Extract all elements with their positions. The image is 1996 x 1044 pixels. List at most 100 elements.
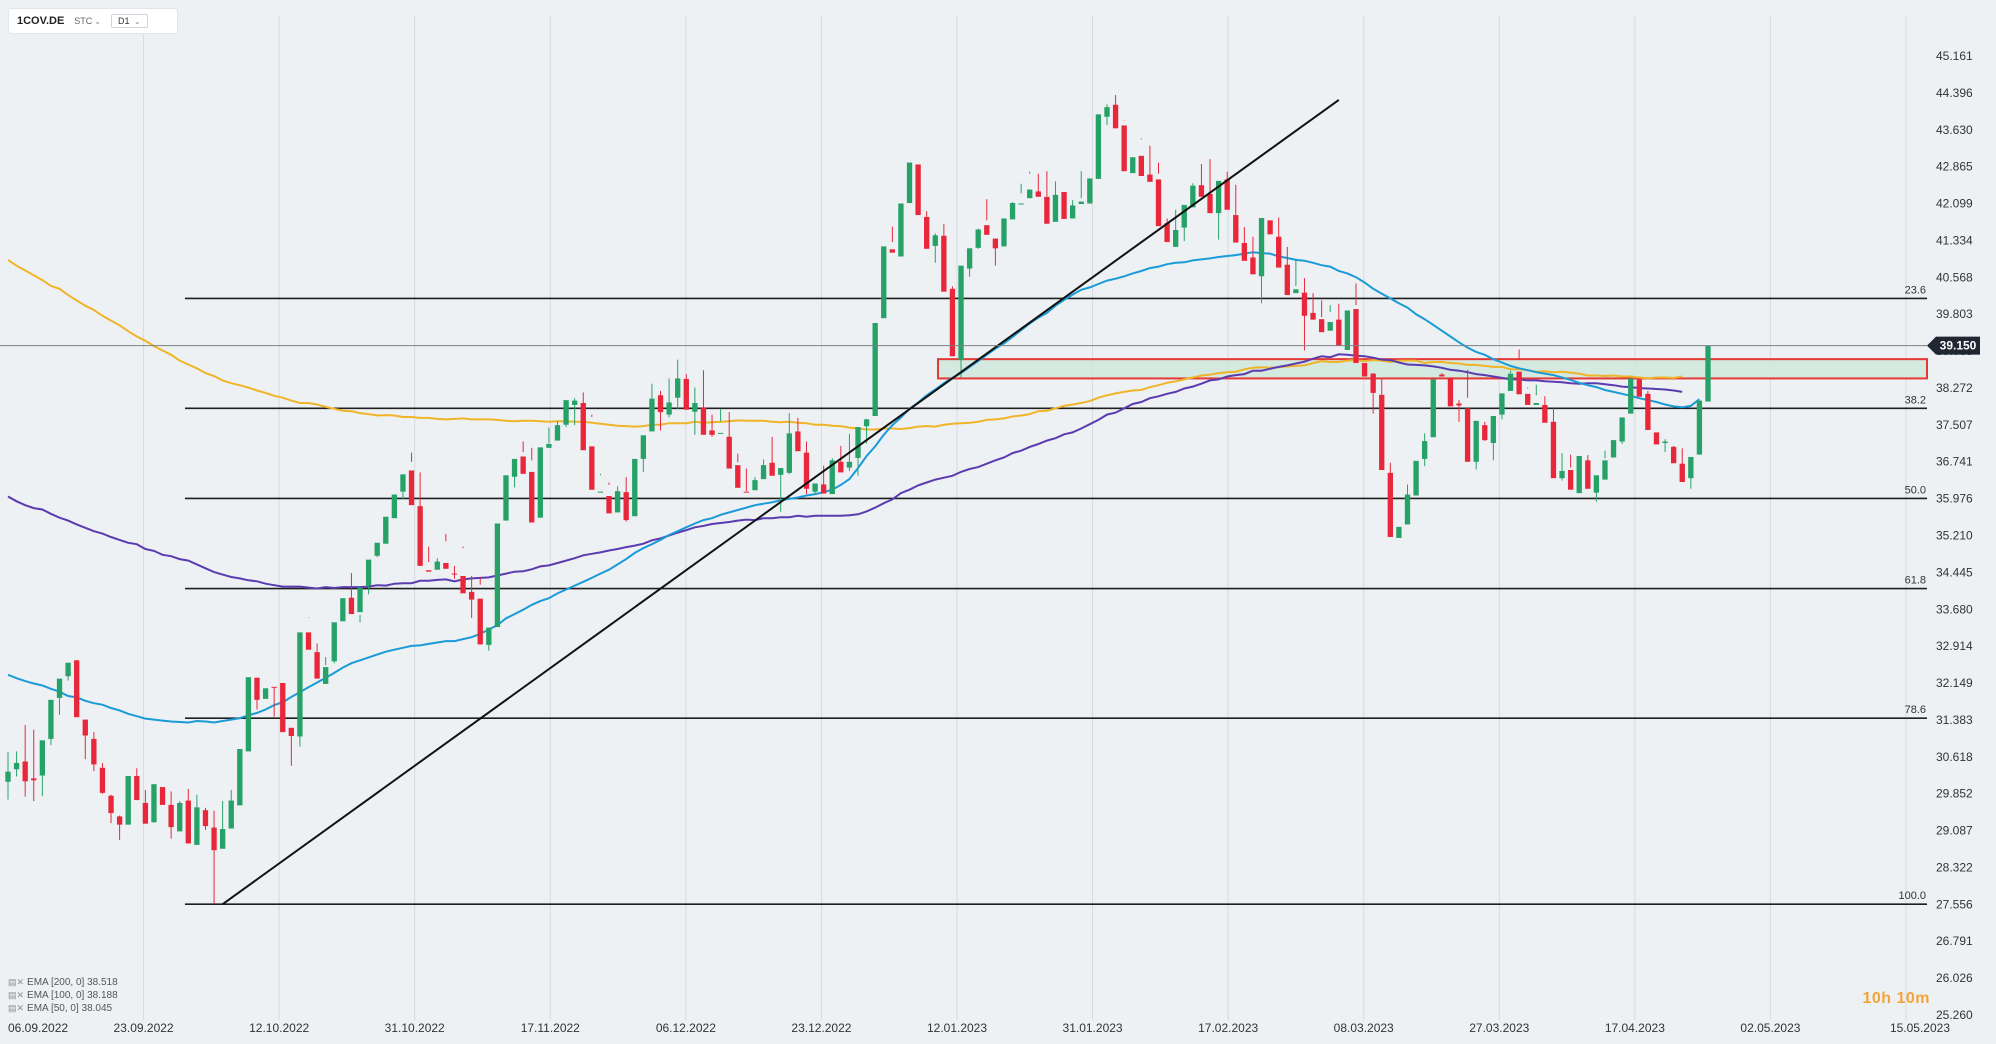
candle [1198,163,1205,197]
indicator-icon: ▤✕ [8,1003,25,1013]
time-axis[interactable]: 06.09.2022 23.09.2022 12.10.2022 31.10.2022… [8,1021,1950,1035]
candle [572,398,578,426]
candle-body [898,203,904,257]
candle [142,789,149,824]
price-axis-label: 42.099 [1936,197,1973,211]
candle [1173,209,1179,247]
candle [675,359,681,410]
candle [795,417,801,452]
candle [1112,95,1119,129]
candle-body [1499,393,1505,415]
price-axis[interactable]: 45.161 44.396 43.630 42.865 42.099 41.334 40.5… [1936,49,1973,1022]
time-axis-label: 31.10.2022 [385,1021,445,1035]
candle [297,632,303,747]
candle [786,413,792,475]
candle-body [1413,460,1419,496]
candle-body [1576,456,1582,494]
candle-body [1653,432,1660,445]
candle [700,370,707,435]
candle [666,378,672,418]
candle [331,622,337,664]
candle-body [1069,205,1076,219]
candle-body [1628,378,1634,414]
candle-body [1396,526,1402,538]
price-axis-label: 31.383 [1936,713,1973,727]
trendline[interactable] [222,99,1340,905]
candle-body [314,652,320,679]
candle [1447,377,1454,407]
candle [1525,387,1531,405]
candle [185,788,191,844]
candle [1155,162,1162,227]
candle [1250,236,1256,275]
candle [1301,278,1308,351]
candle-body [1507,373,1514,391]
source-selector[interactable]: STC ⌄ [74,15,101,27]
candle-body [1112,104,1119,129]
candle-body [820,484,827,494]
candle-body [142,802,149,824]
candle [503,475,509,521]
candle-body [31,778,37,781]
candle-body [374,542,380,556]
indicator-legend: ▤✕ EMA [200, 0] 38.518 ▤✕ EMA [100, 0] 38.… [8,976,118,1015]
candle-body [1250,257,1256,275]
candle [1138,138,1144,177]
candle-body [159,787,166,805]
candle-body [846,461,853,468]
candle-body [700,407,707,435]
candle-body [683,378,689,410]
candle-body [383,516,389,544]
candle [1550,408,1557,479]
candle [219,801,226,849]
candle [1662,439,1668,453]
candle-body [297,632,303,737]
candle-body [984,225,990,235]
price-axis-label: 35.210 [1936,529,1973,543]
legend-item-ema200[interactable]: ▤✕ EMA [200, 0] 38.518 [8,976,118,989]
price-axis-label: 33.680 [1936,602,1973,616]
candle [1456,400,1462,422]
candle-body [82,719,88,736]
candle [1499,393,1505,420]
last-price: 39.150 [0,336,1980,355]
candle [1396,526,1402,538]
candle-body [357,587,363,613]
candle-body [597,491,604,493]
fibonacci-levels[interactable]: 23.6 38.2 50.0 61.8 78.6 100.0 [185,284,1927,905]
price-axis-label: 26.791 [1936,934,1973,948]
candle [1009,202,1016,220]
candle-body [460,576,466,594]
time-axis-label: 31.01.2023 [1063,1021,1123,1035]
candle [511,458,518,488]
candle-body [975,229,981,248]
candle-body [932,235,938,246]
candle [632,458,638,517]
candle-body [572,400,578,405]
candle [288,727,294,766]
symbol-name[interactable]: 1COV.DE [17,15,65,27]
candle [1439,373,1445,377]
candle [391,494,398,519]
candle-body [5,771,11,782]
price-axis-label: 39.803 [1936,307,1973,321]
candle-body [1593,475,1600,493]
candle [1069,200,1076,219]
candle-body [323,667,329,684]
legend-item-ema100[interactable]: ▤✕ EMA [100, 0] 38.188 [8,989,118,1002]
candle-body [666,402,672,415]
candle [1353,283,1359,364]
candle-body [65,662,71,677]
timeframe-selector[interactable]: D1 ⌄ [111,14,148,28]
candle [1696,400,1703,455]
candle-body [1130,157,1136,174]
candle-body [288,727,294,736]
candle-body [838,461,844,473]
candle-body [726,436,732,469]
price-axis-label: 40.568 [1936,270,1973,284]
resistance-zone[interactable] [937,358,1928,380]
candle [683,374,689,410]
candle-body [1061,191,1067,219]
legend-item-ema50[interactable]: ▤✕ EMA [50, 0] 38.045 [8,1002,118,1015]
